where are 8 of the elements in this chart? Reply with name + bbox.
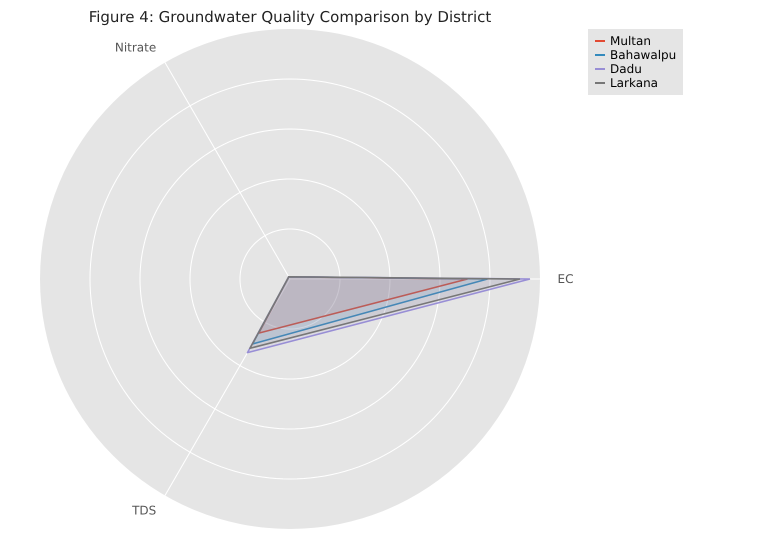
spoke-label: TDS <box>131 504 156 518</box>
spoke-label: Nitrate <box>114 40 156 54</box>
legend-label: Dadu <box>610 62 642 76</box>
chart-title: Figure 4: Groundwater Quality Comparison by District <box>88 8 492 26</box>
spoke-label: EC <box>558 272 574 286</box>
legend-label: Bahawalpu <box>610 48 676 62</box>
legend-label: Larkana <box>610 76 658 90</box>
legend-label: Multan <box>610 34 651 48</box>
